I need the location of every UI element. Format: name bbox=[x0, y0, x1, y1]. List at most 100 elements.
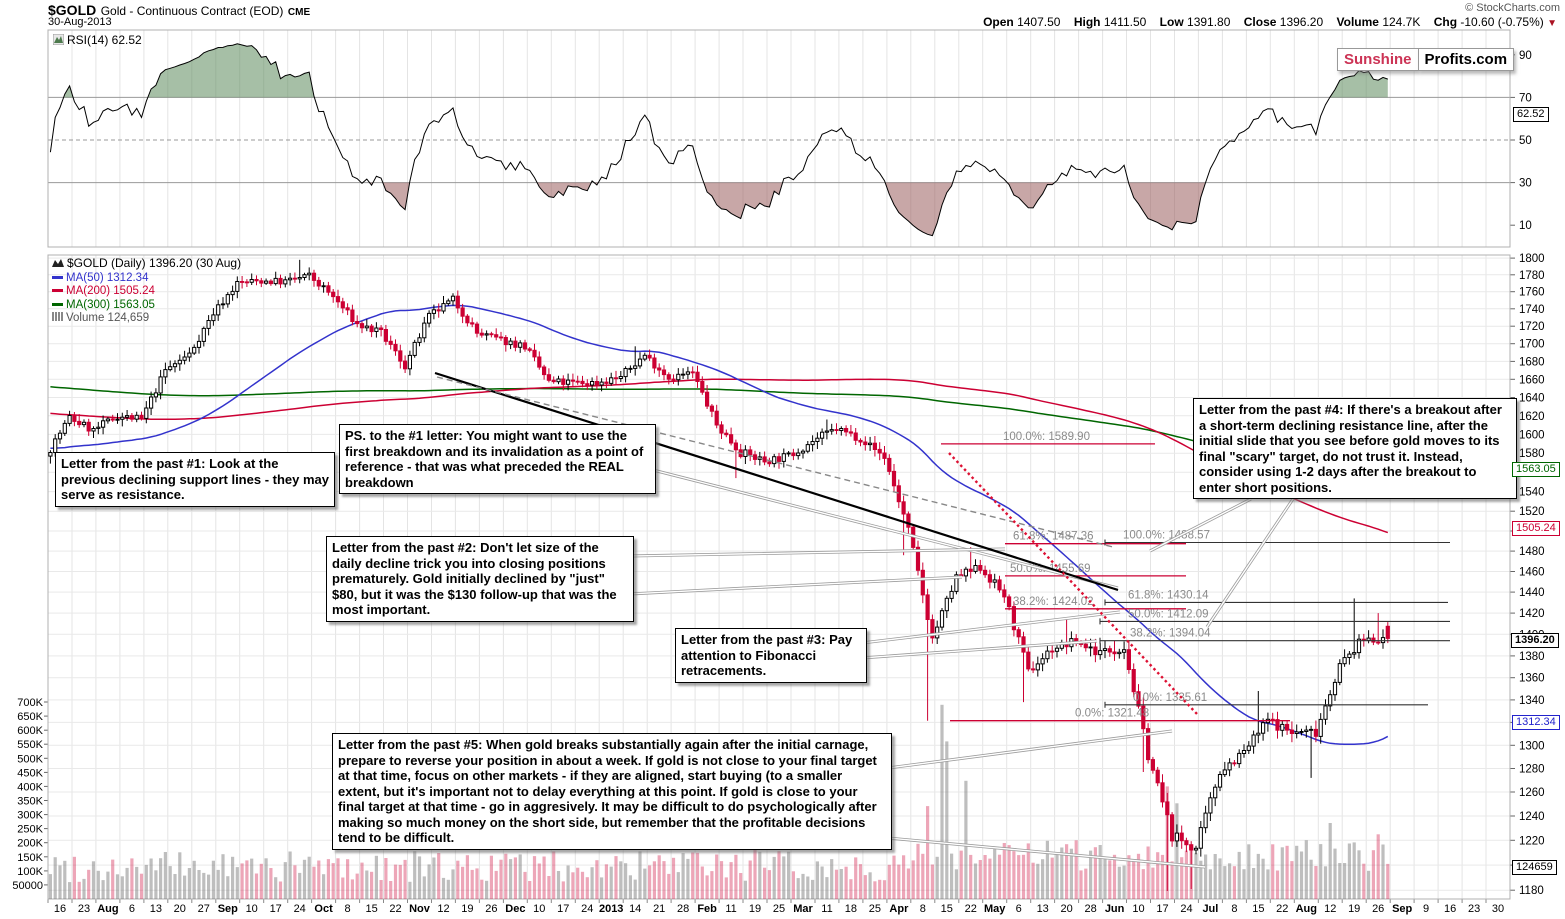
annotation-letter-4: Letter from the past #4: If there's a br… bbox=[1193, 398, 1517, 499]
svg-text:150K: 150K bbox=[17, 852, 43, 864]
sunshine-label: Sunshine bbox=[1337, 48, 1418, 71]
instrument-title: Gold - Continuous Contract (EOD) bbox=[100, 4, 284, 18]
svg-text:1660: 1660 bbox=[1519, 374, 1545, 386]
svg-text:8: 8 bbox=[345, 903, 351, 915]
svg-text:500K: 500K bbox=[17, 753, 43, 765]
svg-text:24: 24 bbox=[581, 903, 593, 915]
low-label: Low bbox=[1159, 15, 1184, 29]
exchange-label: CME bbox=[287, 7, 311, 18]
svg-text:1720: 1720 bbox=[1519, 321, 1545, 333]
svg-text:Aug: Aug bbox=[97, 903, 118, 915]
volume-label: Volume bbox=[1336, 15, 1379, 29]
close-label: Close bbox=[1243, 15, 1277, 29]
svg-text:19: 19 bbox=[461, 903, 473, 915]
svg-text:15: 15 bbox=[1252, 903, 1264, 915]
sharpchart-icon bbox=[52, 258, 64, 272]
svg-text:28: 28 bbox=[677, 903, 689, 915]
svg-text:1760: 1760 bbox=[1519, 287, 1545, 299]
open-value: 1407.50 bbox=[1017, 15, 1061, 29]
svg-text:1180: 1180 bbox=[1519, 885, 1544, 897]
high-label: High bbox=[1073, 15, 1101, 29]
chart-header: $GOLD Gold - Continuous Contract (EOD) C… bbox=[48, 2, 310, 20]
svg-text:1520: 1520 bbox=[1519, 506, 1545, 518]
sunshine-profits-badge[interactable]: Sunshine Profits.com bbox=[1337, 48, 1515, 71]
svg-text:May: May bbox=[984, 903, 1006, 915]
svg-text:1220: 1220 bbox=[1519, 835, 1545, 847]
svg-text:Dec: Dec bbox=[505, 903, 525, 915]
svg-text:200K: 200K bbox=[17, 838, 43, 850]
svg-text:12: 12 bbox=[1324, 903, 1336, 915]
svg-text:400K: 400K bbox=[17, 781, 43, 793]
svg-text:1440: 1440 bbox=[1519, 587, 1545, 599]
svg-text:90: 90 bbox=[1519, 50, 1532, 62]
svg-text:15: 15 bbox=[941, 903, 953, 915]
svg-text:1580: 1580 bbox=[1519, 448, 1545, 460]
svg-text:1600: 1600 bbox=[1519, 429, 1545, 441]
svg-text:1260: 1260 bbox=[1519, 787, 1545, 799]
svg-text:9: 9 bbox=[1423, 903, 1429, 915]
rsi-value-box: 62.52 bbox=[1513, 107, 1549, 122]
ma300-legend: MA(300) 1563.05 bbox=[66, 298, 155, 311]
svg-text:19: 19 bbox=[1348, 903, 1360, 915]
volume-value-box: 124659 bbox=[1512, 860, 1557, 875]
svg-text:23: 23 bbox=[1468, 903, 1480, 915]
ma300-swatch-icon bbox=[52, 302, 63, 306]
svg-text:30: 30 bbox=[1492, 903, 1504, 915]
svg-text:450K: 450K bbox=[17, 767, 43, 779]
chart-date: 30-Aug-2013 bbox=[48, 16, 112, 28]
svg-text:19: 19 bbox=[749, 903, 761, 915]
profits-label: Profits.com bbox=[1417, 48, 1515, 71]
svg-text:1780: 1780 bbox=[1519, 270, 1545, 282]
svg-text:1280: 1280 bbox=[1519, 764, 1545, 776]
ma300-value-box: 1563.05 bbox=[1512, 462, 1560, 477]
svg-text:1540: 1540 bbox=[1519, 487, 1545, 499]
svg-text:1480: 1480 bbox=[1519, 546, 1545, 558]
annotation-letter-2: Letter from the past #2: Don't let size … bbox=[326, 536, 634, 622]
svg-text:50.0%: 1412.09: 50.0%: 1412.09 bbox=[1128, 608, 1209, 620]
ma50-value-box: 1312.34 bbox=[1512, 715, 1560, 730]
annotation-letter-1: Letter from the past #1: Look at the pre… bbox=[55, 452, 335, 507]
high-value: 1411.50 bbox=[1103, 15, 1147, 29]
svg-text:20: 20 bbox=[174, 903, 186, 915]
ma50-swatch-icon bbox=[52, 275, 63, 279]
svg-text:100K: 100K bbox=[17, 866, 43, 878]
svg-text:30: 30 bbox=[1519, 178, 1532, 190]
indicator-icon bbox=[52, 33, 65, 48]
svg-text:700K: 700K bbox=[17, 697, 43, 709]
svg-text:50000: 50000 bbox=[12, 880, 43, 892]
svg-text:38.2%: 1424.02: 38.2%: 1424.02 bbox=[1013, 596, 1094, 608]
svg-text:Sep: Sep bbox=[218, 903, 238, 915]
svg-text:15: 15 bbox=[365, 903, 377, 915]
svg-text:22: 22 bbox=[1276, 903, 1288, 915]
svg-text:Nov: Nov bbox=[409, 903, 431, 915]
svg-text:18: 18 bbox=[845, 903, 857, 915]
annotation-letter-ps: PS. to the #1 letter: You might want to … bbox=[339, 424, 656, 494]
svg-text:14: 14 bbox=[629, 903, 641, 915]
ma200-legend: MA(200) 1505.24 bbox=[66, 285, 155, 297]
svg-text:17: 17 bbox=[270, 903, 282, 915]
rsi-legend: RSI(14) 62.52 bbox=[52, 33, 142, 48]
volume-legend: Volume 124,659 bbox=[66, 312, 150, 324]
svg-text:1420: 1420 bbox=[1519, 608, 1545, 620]
svg-text:Jun: Jun bbox=[1105, 903, 1125, 915]
svg-text:100.0%: 1589.90: 100.0%: 1589.90 bbox=[1003, 431, 1090, 443]
svg-text:350K: 350K bbox=[17, 796, 43, 808]
svg-text:1240: 1240 bbox=[1519, 811, 1545, 823]
svg-text:22: 22 bbox=[965, 903, 977, 915]
svg-text:650K: 650K bbox=[17, 711, 43, 723]
svg-text:550K: 550K bbox=[17, 739, 43, 751]
svg-text:12: 12 bbox=[437, 903, 449, 915]
svg-text:24: 24 bbox=[1180, 903, 1192, 915]
chg-label: Chg bbox=[1433, 15, 1458, 29]
svg-text:61.8%: 1430.14: 61.8%: 1430.14 bbox=[1128, 589, 1209, 601]
ma50-legend: MA(50) 1312.34 bbox=[66, 271, 149, 284]
svg-text:1380: 1380 bbox=[1519, 651, 1545, 663]
volume-bars-icon bbox=[52, 312, 63, 321]
svg-text:11: 11 bbox=[725, 903, 736, 915]
svg-text:10: 10 bbox=[1519, 220, 1532, 232]
svg-text:17: 17 bbox=[557, 903, 569, 915]
svg-text:1620: 1620 bbox=[1519, 411, 1545, 423]
svg-text:100.0%: 1488.57: 100.0%: 1488.57 bbox=[1123, 530, 1210, 542]
change-down-triangle-icon: ▼ bbox=[1547, 18, 1557, 29]
